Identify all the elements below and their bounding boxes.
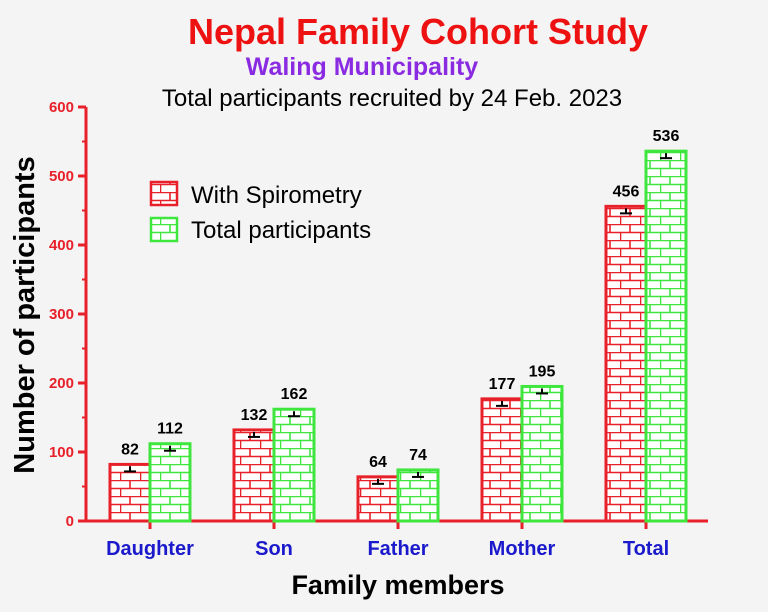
data-label-total-participants-mother: 195 [529,363,556,380]
y-tick-label-500: 500 [49,168,74,185]
category-label-father: Father [367,538,428,560]
bar-total-participants-father [396,468,440,523]
category-label-daughter: Daughter [106,538,194,560]
legend-label-with-spirometry: With Spirometry [191,182,362,209]
y-tick-label-600: 600 [49,99,74,116]
category-label-mother: Mother [489,538,556,560]
bar-total-participants-total [644,149,688,523]
data-label-total-participants-daughter: 112 [157,421,183,438]
data-label-with-spirometry-father: 64 [369,454,387,471]
legend-swatch-with-spirometry [149,180,179,207]
bar-with-spirometry-total [604,204,648,523]
data-label-total-participants-total: 536 [653,128,680,145]
chart-title: Nepal Family Cohort Study [188,11,648,52]
y-tick-label-400: 400 [49,237,74,254]
legend-label-total-participants: Total participants [191,217,371,244]
bar-with-spirometry-mother [480,397,524,523]
plot-area: 0 100 200 300 400 500 600 Daughter 82 112 Son 132 16… [49,99,708,560]
data-label-with-spirometry-daughter: 82 [121,441,139,458]
category-label-son: Son [255,538,293,560]
chart-subtitle: Waling Municipality [246,53,479,81]
x-axis-label: Family members [291,570,504,600]
data-label-with-spirometry-total: 456 [613,183,640,200]
chart-caption: Total participants recruited by 24 Feb. … [162,85,622,112]
bar-with-spirometry-daughter [108,462,152,523]
bar-with-spirometry-son [232,428,276,523]
y-tick-label-300: 300 [49,306,74,323]
data-label-with-spirometry-son: 132 [241,407,268,424]
data-label-total-participants-son: 162 [281,386,308,403]
bar-total-participants-mother [520,384,564,523]
y-tick-label-0: 0 [66,513,74,530]
bar-total-participants-daughter [148,442,192,523]
legend: With Spirometry Total participants [149,180,371,244]
y-axis-label: Number of participants [9,156,41,473]
data-label-total-participants-father: 74 [409,447,427,464]
y-tick-label-100: 100 [49,444,74,461]
bar-total-participants-son [272,407,316,523]
y-tick-label-200: 200 [49,375,74,392]
legend-swatch-total-participants [149,216,179,243]
category-label-total: Total [623,538,669,560]
data-label-with-spirometry-mother: 177 [489,376,516,393]
